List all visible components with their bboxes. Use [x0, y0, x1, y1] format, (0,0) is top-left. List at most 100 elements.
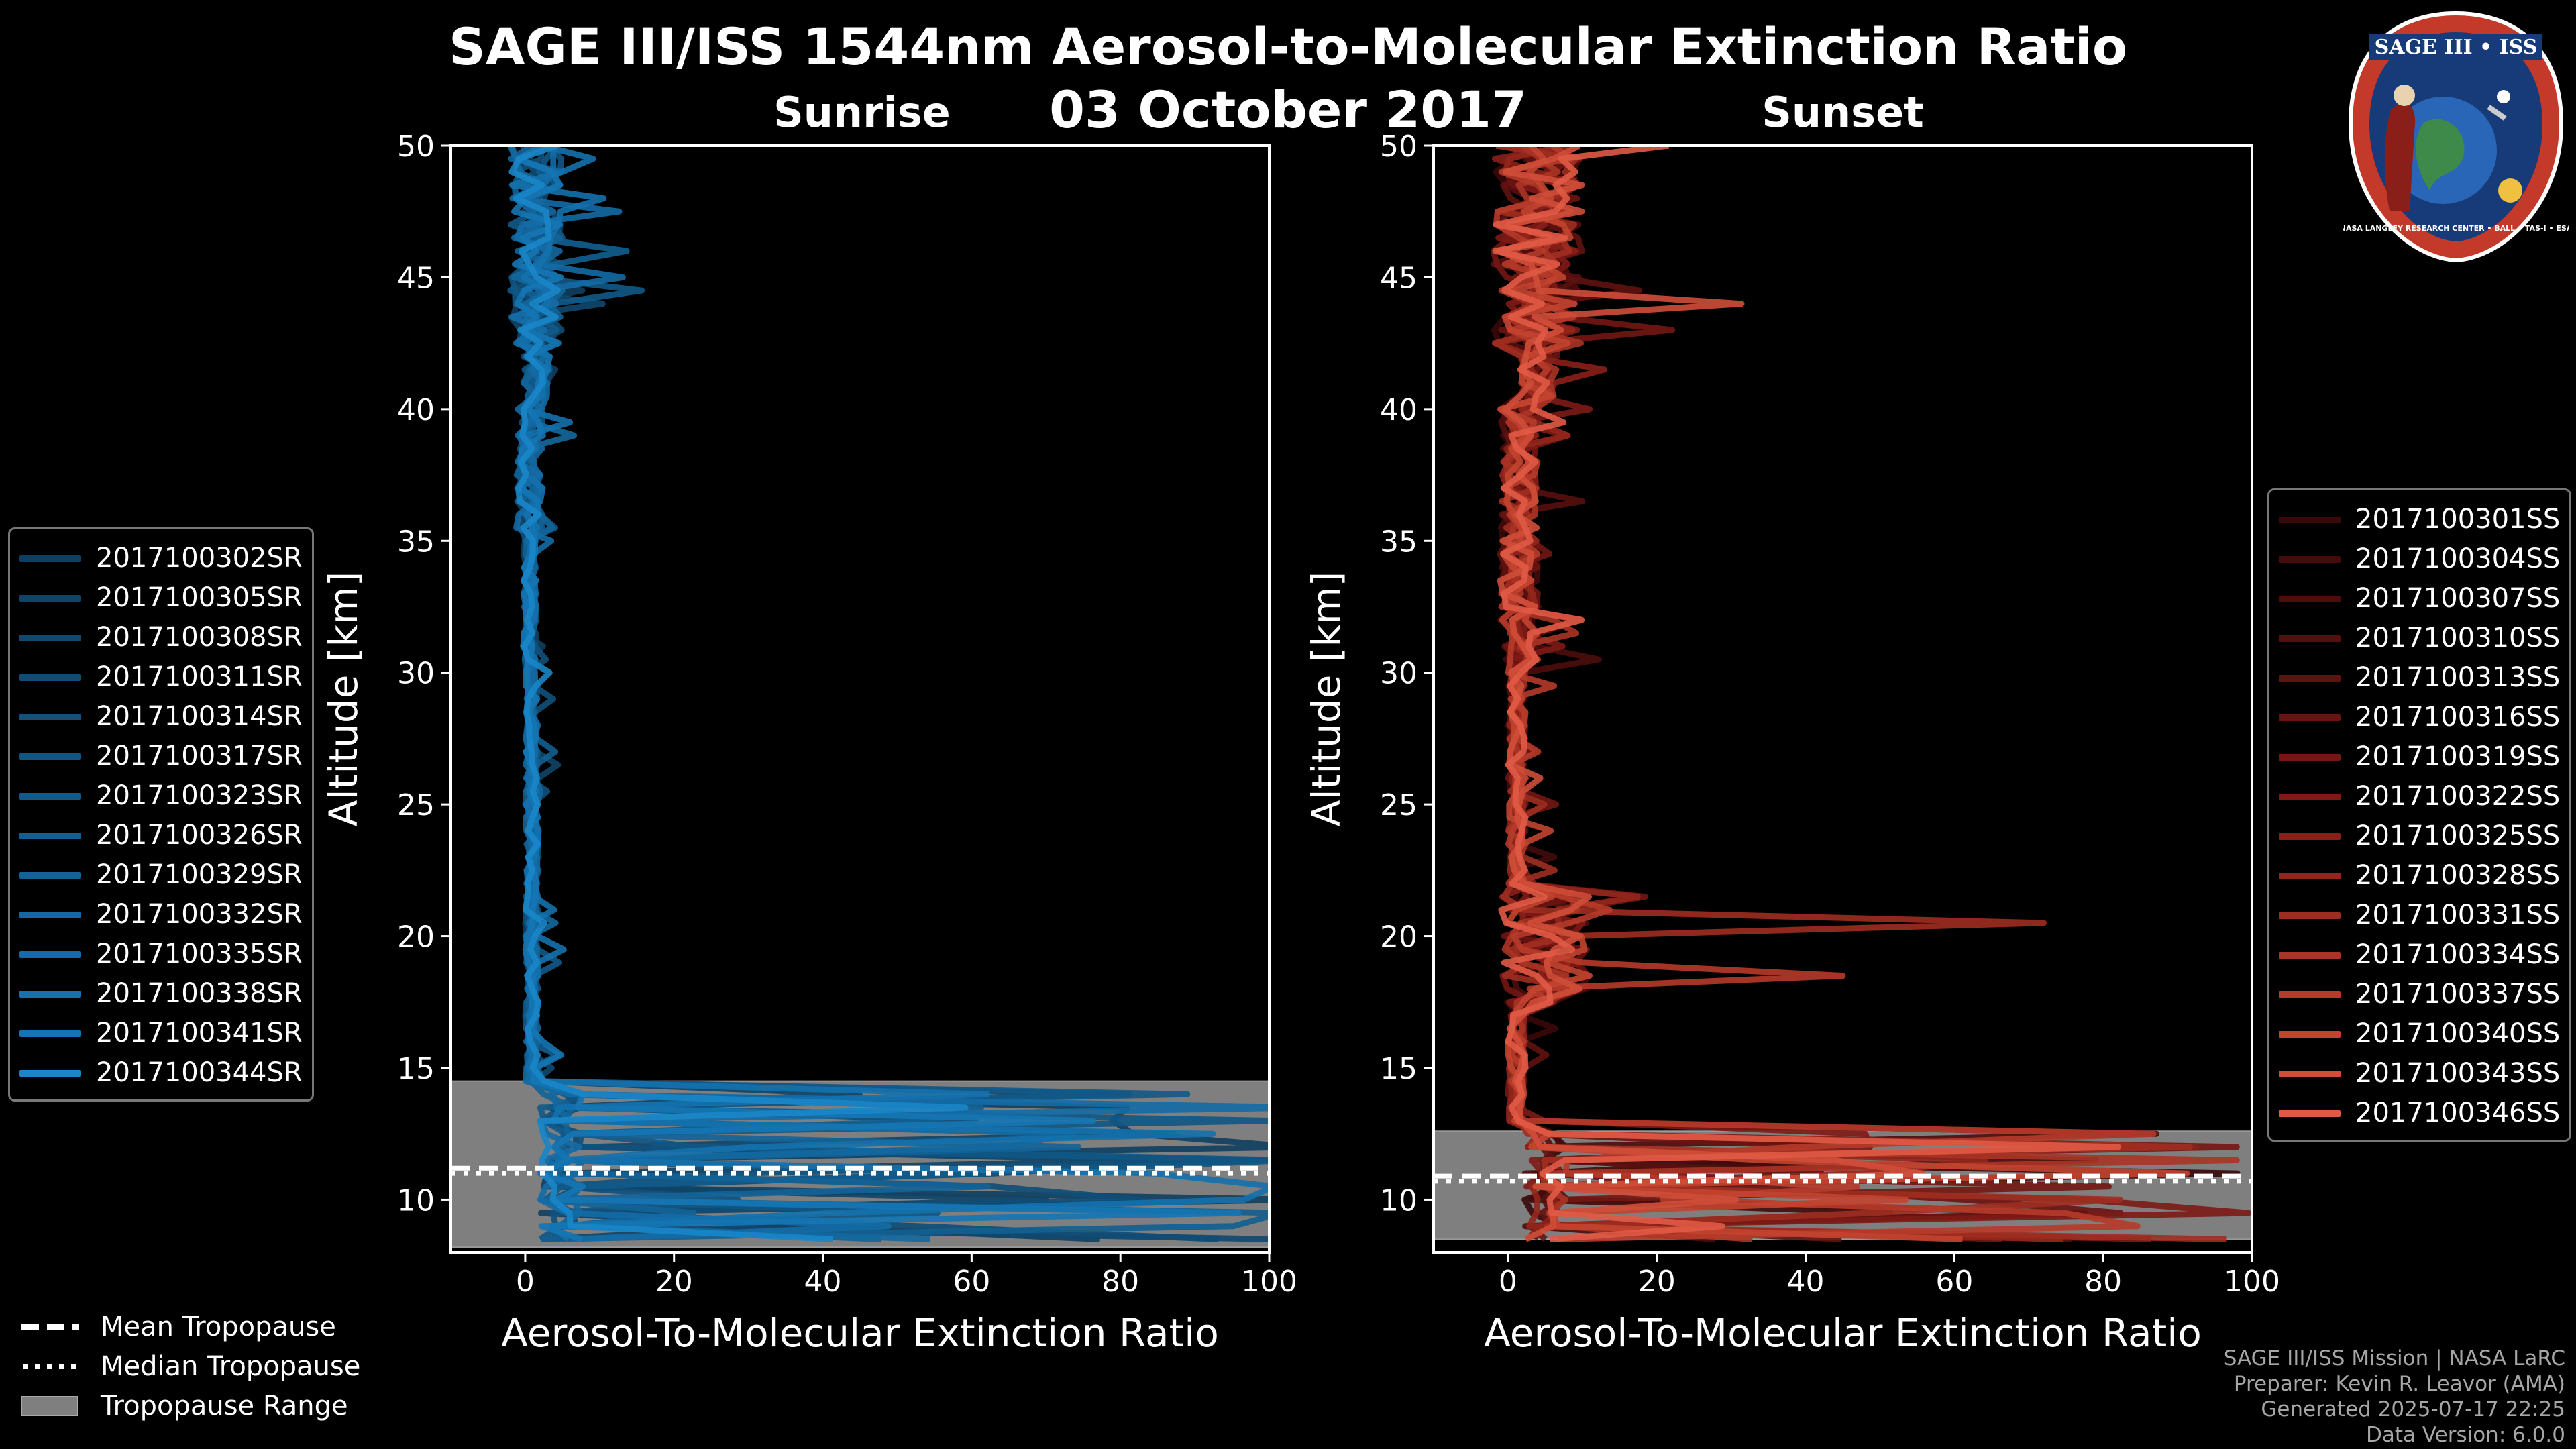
profile-2017100305SR	[511, 146, 1177, 1242]
x-axis-label: Aerosol-To-Molecular Extinction Ratio	[1484, 1310, 2202, 1356]
y-tick-label: 35	[1380, 525, 1417, 559]
legend-swatch	[2279, 793, 2341, 800]
legend-item-2017100341SR: 2017100341SR	[19, 1014, 303, 1053]
legend-swatch	[2279, 1070, 2341, 1077]
plot-frame	[1432, 144, 2253, 1254]
legend-swatch	[2279, 714, 2341, 721]
legend-label: 2017100329SR	[96, 859, 303, 890]
sage-mission-logo: SAGE III • ISS NASA LANGLEY RESEARCH CEN…	[2343, 11, 2569, 263]
y-tick-label: 45	[1380, 261, 1417, 295]
legend-label: 2017100319SS	[2355, 741, 2561, 772]
legend-item-2017100337SS: 2017100337SS	[2279, 975, 2560, 1014]
legend-item-2017100301SS: 2017100301SS	[2279, 500, 2560, 539]
y-tick-label: 50	[1380, 129, 1417, 164]
legend-label: 2017100311SR	[96, 661, 303, 692]
legend-median-tropopause: Median Tropopause	[20, 1346, 360, 1386]
legend-swatch	[19, 594, 81, 602]
legend-label: 2017100337SS	[2355, 979, 2561, 1010]
y-axis-label: Altitude [km]	[1303, 572, 1349, 826]
sunrise-panel-title: Sunrise	[773, 88, 951, 137]
legend-swatch	[2279, 991, 2341, 998]
x-tick-label: 20	[1638, 1265, 1676, 1299]
legend-item-2017100331SS: 2017100331SS	[2279, 896, 2560, 935]
legend-label: 2017100335SR	[96, 938, 303, 969]
legend-label: 2017100340SS	[2355, 1018, 2561, 1049]
y-tick-label: 15	[1380, 1052, 1417, 1086]
legend-swatch	[2279, 555, 2341, 563]
legend-swatch	[2279, 516, 2341, 523]
profile-2017100317SR	[508, 146, 1269, 1242]
profile-2017100325SS	[1492, 146, 2199, 1242]
legend-item-2017100338SR: 2017100338SR	[19, 974, 303, 1014]
legend-label: 2017100322SS	[2355, 781, 2561, 812]
profile-2017100308SR	[507, 146, 1269, 1242]
legend-item-2017100328SS: 2017100328SS	[2279, 856, 2560, 896]
legend-label: 2017100314SR	[96, 701, 303, 732]
legend-label: 2017100304SS	[2355, 543, 2561, 574]
x-tick-label: 80	[1102, 1265, 1139, 1299]
profile-2017100338SR	[508, 146, 1269, 1242]
y-tick-label: 25	[397, 788, 435, 822]
profile-2017100323SR	[508, 146, 1191, 1241]
profile-lines	[507, 146, 1269, 1242]
legend-swatch	[19, 753, 81, 760]
legend-item-2017100325SS: 2017100325SS	[2279, 816, 2560, 856]
profile-2017100316SS	[1493, 146, 2124, 1242]
x-tick-label: 80	[2084, 1265, 2122, 1299]
legend-label: 2017100307SS	[2355, 583, 2561, 614]
profile-2017100346SS	[1492, 146, 2121, 1242]
y-tick-label: 40	[1380, 393, 1417, 427]
legend-swatch	[2279, 1110, 2341, 1117]
profile-2017100335SR	[508, 146, 1269, 1242]
y-tick-label: 40	[397, 393, 435, 427]
legend-item-2017100346SS: 2017100346SS	[2279, 1093, 2560, 1133]
legend-swatch	[19, 871, 81, 879]
credit-generated: Generated 2025-07-17 22:25	[2261, 1397, 2565, 1421]
legend-tropopause-range: Tropopause Range	[20, 1386, 360, 1426]
legend-item-2017100319SS: 2017100319SS	[2279, 737, 2560, 777]
profile-2017100337SS	[1493, 146, 2157, 1242]
y-tick-label: 15	[397, 1052, 435, 1086]
legend-swatch	[2279, 595, 2341, 602]
legend-label: 2017100323SR	[96, 780, 303, 811]
legend-label: 2017100326SR	[96, 820, 303, 851]
credit-mission: SAGE III/ISS Mission | NASA LaRC	[2223, 1346, 2565, 1371]
legend-item-2017100311SR: 2017100311SR	[19, 657, 303, 697]
legend-item-2017100302SR: 2017100302SR	[19, 539, 303, 578]
legend-mean-tropopause: Mean Tropopause	[20, 1307, 360, 1346]
credit-version: Data Version: 6.0.0	[2365, 1423, 2565, 1447]
profile-2017100310SS	[1490, 146, 2072, 1242]
logo-ring-text: NASA LANGLEY RESEARCH CENTER • BALL • TA…	[2343, 224, 2569, 233]
y-tick-label: 35	[397, 525, 435, 559]
profile-2017100344SR	[508, 146, 969, 1242]
legend-item-2017100307SS: 2017100307SS	[2279, 579, 2560, 619]
credit-preparer: Preparer: Kevin R. Leavor (AMA)	[2233, 1372, 2565, 1396]
legend-item-2017100340SS: 2017100340SS	[2279, 1014, 2560, 1054]
legend-label: 2017100341SR	[96, 1018, 303, 1049]
legend-item-2017100332SR: 2017100332SR	[19, 895, 303, 934]
profile-2017100314SR	[507, 146, 1269, 1240]
legend-swatch	[19, 1069, 81, 1077]
figure-title: SAGE III/ISS 1544nm Aerosol-to-Molecular…	[448, 17, 2128, 76]
legend-swatch	[19, 792, 81, 800]
profile-2017100307SS	[1497, 146, 2160, 1242]
legend-swatch	[19, 1030, 81, 1037]
legend-swatch	[19, 713, 81, 720]
legend-label: 2017100317SR	[96, 741, 303, 771]
legend-swatch	[19, 674, 81, 681]
y-tick-label: 20	[397, 920, 435, 955]
legend-item-2017100334SS: 2017100334SS	[2279, 935, 2560, 975]
profile-2017100329SR	[508, 146, 1081, 1242]
plot-frame	[449, 144, 1271, 1254]
legend-label: 2017100334SS	[2355, 939, 2561, 970]
legend-item-2017100329SR: 2017100329SR	[19, 855, 303, 895]
legend-swatch	[2279, 833, 2341, 840]
legend-swatch	[2279, 951, 2341, 959]
legend-label: 2017100308SR	[96, 622, 303, 653]
legend-label: 2017100316SS	[2355, 702, 2561, 733]
profile-2017100341SR	[511, 146, 1242, 1242]
legend-item-2017100323SR: 2017100323SR	[19, 776, 303, 816]
profile-lines	[1490, 146, 2252, 1242]
legend-label: 2017100338SR	[96, 978, 303, 1009]
